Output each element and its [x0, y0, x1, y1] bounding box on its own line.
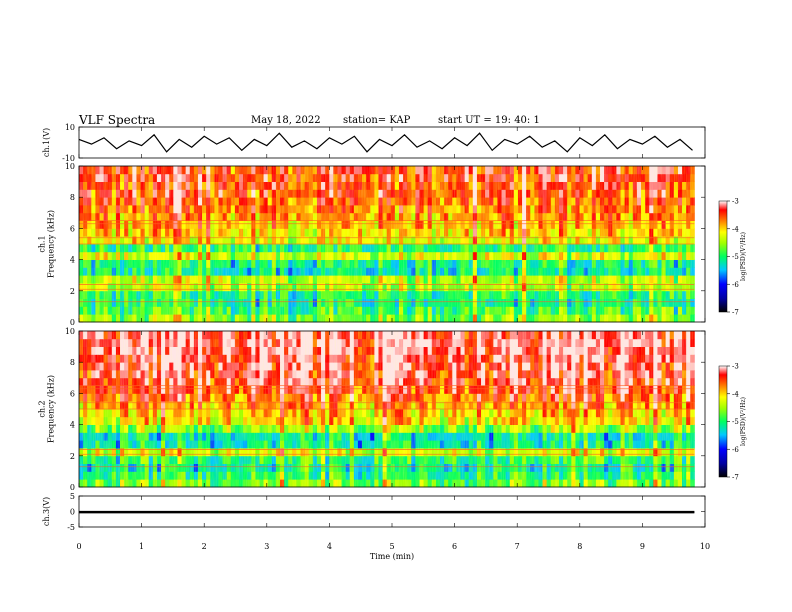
y-tick-label: 10	[65, 162, 75, 171]
y-tick-label: 6	[70, 224, 75, 233]
y-tick-label: 10	[65, 123, 75, 132]
colorbar-tick-label: -5	[732, 253, 739, 261]
date-label: May 18, 2022	[251, 115, 321, 126]
colorbar	[718, 200, 728, 313]
y-axis-label: Frequency (kHz)	[47, 210, 56, 278]
colorbar-label: log(PSD)(V²/Hz)	[740, 232, 747, 281]
y-tick-label: 8	[70, 193, 75, 202]
y-axis-label: ch.1	[38, 235, 47, 252]
signal-line	[78, 132, 693, 153]
colorbar-tick-label: -7	[732, 309, 739, 317]
plot-title: VLF Spectra	[79, 113, 156, 127]
y-tick-label: -10	[62, 154, 75, 163]
colorbar-tick-label: -3	[732, 198, 739, 206]
panel-3	[78, 330, 730, 488]
start-time-label: start UT = 19: 40: 1	[438, 115, 540, 126]
panel-2	[78, 165, 730, 323]
colorbar-tick-label: -6	[732, 281, 739, 289]
panel-1	[78, 126, 706, 159]
y-tick-label: 2	[70, 287, 75, 296]
station-label: station= KAP	[343, 115, 411, 126]
y-axis-label: ch.1(V)	[42, 128, 51, 157]
colorbar-tick-label: -4	[732, 225, 739, 233]
y-tick-label: 0	[70, 318, 75, 327]
y-tick-label: 4	[70, 256, 75, 265]
